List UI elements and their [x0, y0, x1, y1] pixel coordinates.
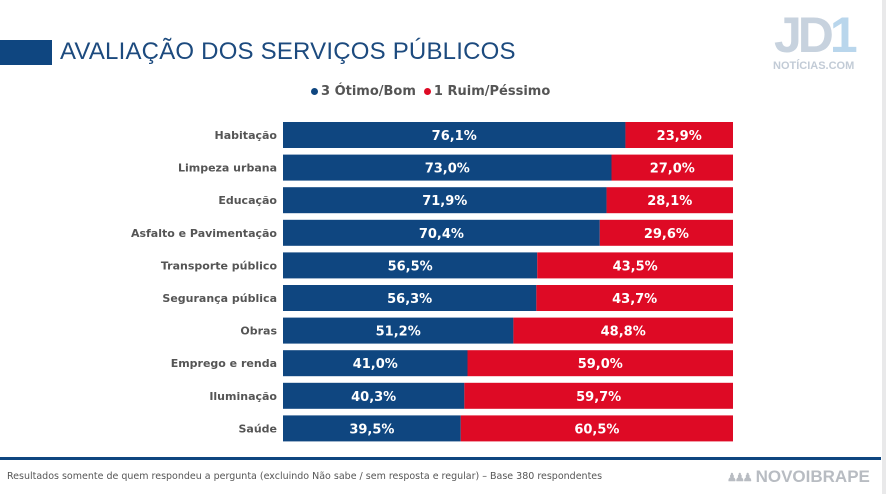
- value-label-ruim-pessimo: 28,1%: [647, 194, 692, 209]
- legend-label-series-2: 1 Ruim/Péssimo: [433, 84, 551, 99]
- bar-ruim-pessimo: [606, 187, 733, 214]
- page-title: AVALIAÇÃO DOS SERVIÇOS PÚBLICOS: [60, 38, 516, 65]
- category-label: Transporte público: [161, 259, 278, 272]
- chart-legend: 3 Ótimo/Bom 1 Ruim/Péssimo: [311, 84, 558, 99]
- bar-otimo-bom: [283, 252, 538, 279]
- value-label-ruim-pessimo: 43,7%: [612, 292, 657, 307]
- value-label-otimo-bom: 76,1%: [432, 129, 477, 144]
- legend-item-otimo-bom: 3 Ótimo/Bom: [311, 84, 416, 99]
- bar-ruim-pessimo: [460, 415, 733, 442]
- bar-otimo-bom: [283, 317, 514, 344]
- value-label-otimo-bom: 40,3%: [351, 390, 396, 405]
- title-accent-block: [0, 40, 52, 65]
- bar-ruim-pessimo: [536, 285, 733, 311]
- bar-ruim-pessimo: [625, 122, 733, 148]
- value-label-otimo-bom: 70,4%: [419, 227, 464, 242]
- bar-ruim-pessimo: [464, 382, 733, 409]
- value-label-otimo-bom: 41,0%: [353, 357, 398, 372]
- category-label: Educação: [218, 194, 277, 207]
- bar-otimo-bom: [283, 154, 612, 181]
- value-label-ruim-pessimo: 43,5%: [613, 259, 658, 274]
- bar-ruim-pessimo: [611, 154, 733, 181]
- value-label-otimo-bom: 39,5%: [349, 422, 394, 437]
- value-label-otimo-bom: 71,9%: [422, 194, 467, 209]
- bar-otimo-bom: [283, 122, 626, 148]
- footer-divider: [0, 457, 881, 460]
- logo-main-text: JD: [774, 7, 834, 63]
- category-label: Obras: [240, 325, 277, 338]
- value-label-ruim-pessimo: 29,6%: [644, 227, 689, 242]
- bar-otimo-bom: [283, 350, 468, 377]
- page-right-edge: [882, 0, 886, 494]
- logo-mark: JD1: [774, 7, 858, 63]
- category-label: Segurança pública: [162, 292, 277, 305]
- jd1-logo: JD1 NOTÍCIAS.COM: [770, 10, 870, 76]
- footnote: Resultados somente de quem respondeu a p…: [7, 471, 603, 482]
- category-label: Iluminação: [209, 390, 277, 403]
- bar-ruim-pessimo: [537, 252, 733, 279]
- value-label-ruim-pessimo: 59,7%: [576, 390, 621, 405]
- legend-item-ruim-pessimo: 1 Ruim/Péssimo: [423, 84, 551, 99]
- legend-label-series-1: 3 Ótimo/Bom: [321, 84, 416, 99]
- bar-ruim-pessimo: [467, 350, 733, 377]
- category-label: Emprego e renda: [171, 357, 277, 370]
- bar-otimo-bom: [283, 187, 607, 214]
- bar-ruim-pessimo: [599, 219, 733, 246]
- category-label: Limpeza urbana: [178, 162, 277, 175]
- category-label: Asfalto e Pavimentação: [131, 227, 277, 240]
- value-label-ruim-pessimo: 23,9%: [657, 129, 702, 144]
- bar-otimo-bom: [283, 219, 600, 246]
- legend-dot-series-1: [311, 88, 318, 95]
- brand-name: NOVOIBRAPE: [755, 467, 870, 486]
- bar-otimo-bom: [283, 285, 537, 311]
- logo-subtitle: NOTÍCIAS.COM: [773, 60, 855, 72]
- value-label-ruim-pessimo: 60,5%: [574, 422, 619, 437]
- bar-ruim-pessimo: [513, 317, 733, 344]
- value-label-otimo-bom: 56,5%: [388, 259, 433, 274]
- value-label-ruim-pessimo: 59,0%: [578, 357, 623, 372]
- value-label-ruim-pessimo: 27,0%: [650, 162, 695, 177]
- logo-accent-text: 1: [829, 7, 858, 63]
- people-group-icon: ♟♟♟: [727, 471, 753, 484]
- novoibrape-brand: ♟♟♟ NOVOIBRAPE: [727, 467, 870, 487]
- value-label-ruim-pessimo: 48,8%: [601, 325, 646, 340]
- category-label: Saúde: [238, 422, 277, 435]
- value-label-otimo-bom: 51,2%: [376, 325, 421, 340]
- legend-dot-series-2: [423, 88, 431, 95]
- category-label: Habitação: [215, 129, 278, 142]
- bar-otimo-bom: [283, 415, 461, 442]
- bar-otimo-bom: [283, 382, 465, 409]
- value-label-otimo-bom: 56,3%: [387, 292, 432, 307]
- value-label-otimo-bom: 73,0%: [425, 162, 470, 177]
